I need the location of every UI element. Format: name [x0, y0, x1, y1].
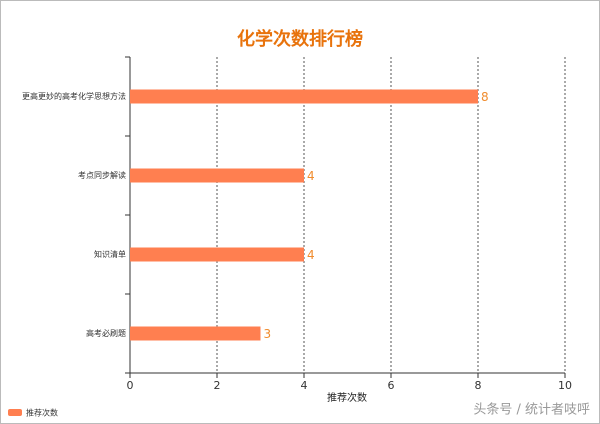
legend-label: 推荐次数: [26, 408, 58, 418]
x-tick-label: 2: [214, 379, 221, 392]
x-axis-label: 推荐次数: [327, 391, 367, 404]
value-label: 3: [264, 327, 272, 341]
bar: [130, 326, 261, 341]
bar: [130, 89, 478, 104]
x-tick-label: 0: [127, 379, 134, 392]
legend-swatch: [8, 409, 22, 416]
value-label: 4: [307, 169, 315, 183]
value-label: 4: [307, 248, 315, 262]
y-tick-label: 知识清单: [94, 249, 126, 259]
watermark: 头条号 / 统计者吱呼: [473, 402, 590, 418]
y-tick-label: 考点同步解读: [78, 170, 126, 180]
x-tick-label: 4: [301, 379, 308, 392]
value-label: 8: [481, 90, 489, 104]
bar: [130, 168, 304, 183]
chart-title: 化学次数排行榜: [237, 28, 363, 50]
x-tick-label: 8: [475, 379, 482, 392]
x-tick-label: 10: [558, 379, 572, 392]
x-tick-label: 6: [388, 379, 395, 392]
y-tick-label: 更高更妙的高考化学思想方法: [22, 91, 126, 101]
y-tick-label: 高考必刷题: [86, 328, 126, 338]
bar: [130, 247, 304, 262]
